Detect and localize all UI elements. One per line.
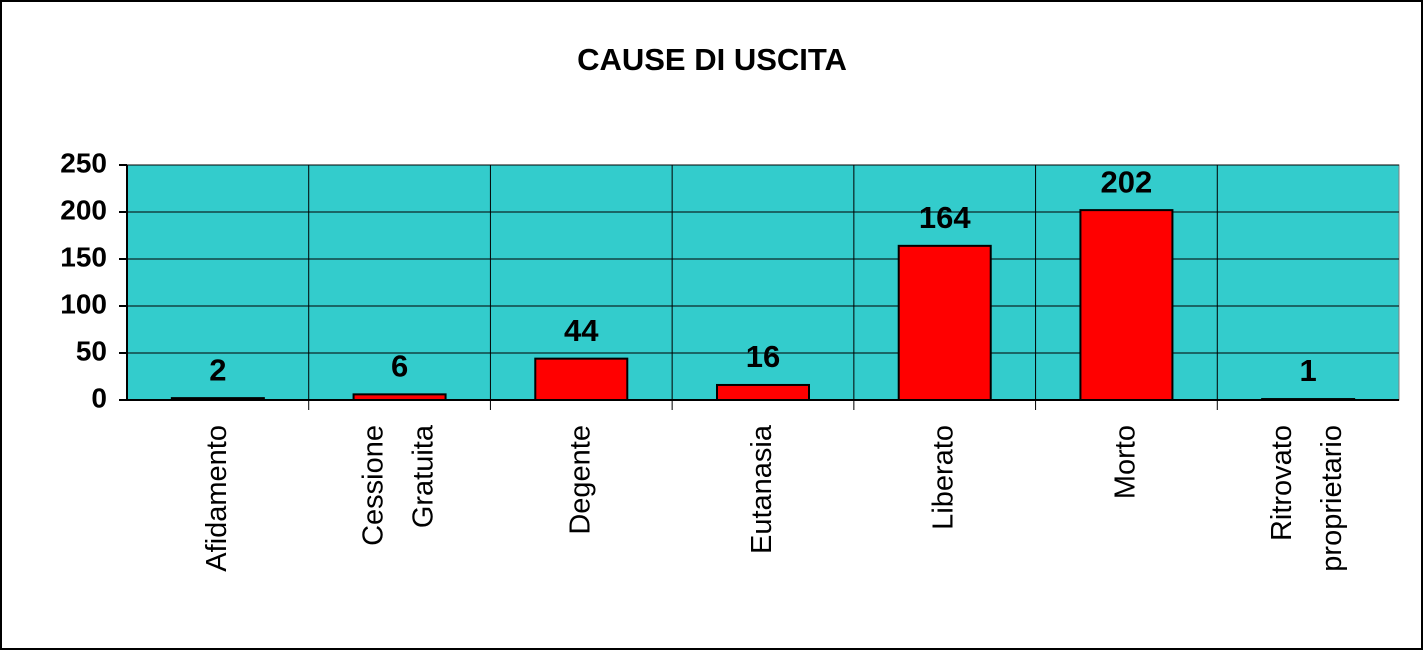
x-tick-label: Morto (1109, 425, 1141, 499)
data-label: 2 (209, 352, 226, 387)
x-tick-label: Eutanasia (746, 424, 778, 554)
y-tick-label: 50 (76, 335, 107, 366)
bar (170, 397, 265, 401)
x-tick-label: Ritrovato proprietario (1266, 425, 1348, 580)
x-tick-label: Liberato (927, 425, 959, 530)
y-tick-label: 150 (60, 241, 107, 272)
bar (534, 357, 629, 402)
x-tick-label: Cessione Gratuita (357, 424, 439, 546)
data-label: 44 (564, 313, 599, 348)
data-label: 16 (746, 339, 780, 374)
bar (1261, 398, 1356, 401)
data-label: 202 (1101, 164, 1153, 199)
chart-title: CAUSE DI USCITA (577, 42, 847, 77)
x-tick-label: Degente (564, 425, 596, 535)
bar (352, 393, 447, 401)
plot-area (126, 164, 1400, 401)
data-label: 6 (391, 349, 408, 384)
data-label: 164 (919, 200, 971, 235)
y-tick-label: 250 (60, 147, 107, 178)
y-tick-label: 0 (91, 382, 107, 413)
x-tick-label: Afidamento (201, 425, 233, 572)
bar (716, 383, 810, 401)
bar (897, 244, 992, 401)
data-label: 1 (1300, 353, 1317, 388)
bar (1079, 209, 1174, 401)
y-tick-label: 100 (60, 288, 107, 319)
y-tick-label: 200 (60, 194, 107, 225)
